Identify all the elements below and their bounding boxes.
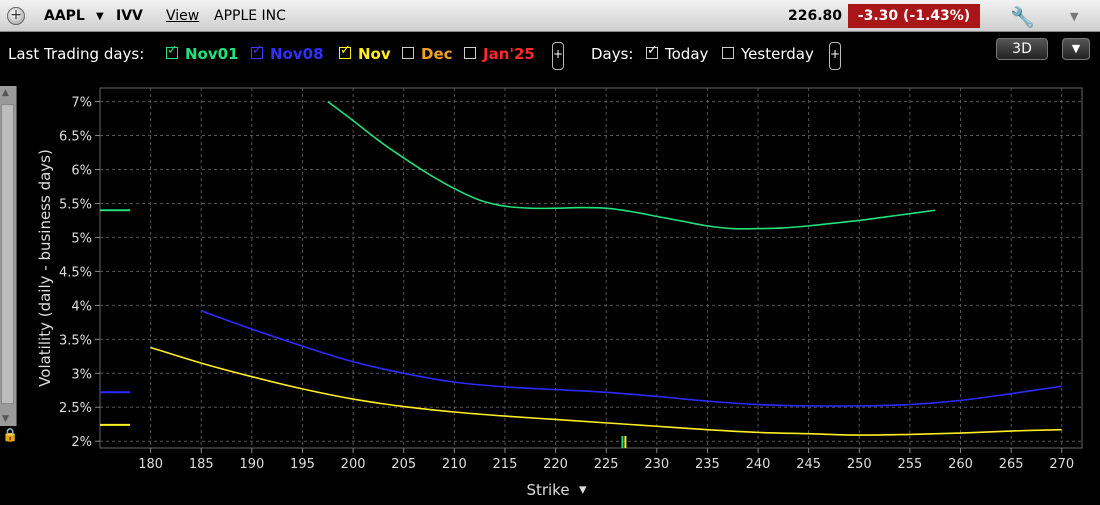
title-bar: + AAPL ▼ IVV View APPLE INC 226.80 -3.30… (0, 0, 1100, 32)
y-tick-label: 3.5% (59, 333, 92, 348)
days-checkbox-today[interactable] (646, 43, 658, 59)
series-checkbox-nov[interactable] (339, 43, 351, 59)
add-day-button[interactable]: + (829, 42, 841, 70)
x-tick-label: 185 (189, 457, 214, 472)
y-tick-label: 6.5% (59, 130, 92, 145)
y-tick-label: 5% (71, 231, 92, 246)
atm-markers (100, 209, 130, 426)
x-tick-label: 245 (796, 457, 821, 472)
x-tick-label: 265 (999, 457, 1024, 472)
x-tick-label: 180 (138, 457, 163, 472)
window-menu-icon[interactable]: + (7, 7, 25, 25)
grid (100, 88, 1082, 448)
x-tick-label: 235 (695, 457, 720, 472)
x-tick-label: 240 (746, 457, 771, 472)
y-tick-label: 7% (71, 96, 92, 111)
days-label: Days: (591, 45, 634, 63)
series-label-dec[interactable]: Dec (421, 45, 453, 63)
y-axis-ticks: 2% 2.5% 3% 3.5% 4% 4.5% 5% 5.5% 6% 6.5% 7% (59, 96, 100, 450)
price-marker-green (621, 436, 624, 448)
vertical-scrollbar[interactable]: ▲ ▼ (0, 86, 17, 426)
scrollbar-thumb[interactable] (1, 104, 14, 404)
x-tick-label: 210 (442, 457, 467, 472)
company-name: APPLE INC (214, 8, 286, 24)
current-price-marker (621, 436, 627, 448)
x-axis-title[interactable]: Strike (526, 481, 569, 499)
x-tick-label: 270 (1049, 457, 1074, 472)
days-checkbox-yesterday[interactable] (722, 47, 734, 59)
3d-button[interactable]: 3D (996, 38, 1048, 60)
series-label-nov[interactable]: Nov (358, 45, 391, 63)
y-tick-label: 2.5% (59, 401, 92, 416)
series-checkbox-nov01[interactable] (166, 43, 178, 59)
series-line-nov (150, 346, 1062, 436)
x-tick-label: 260 (948, 457, 973, 472)
view-menu[interactable]: View (166, 8, 200, 24)
series-checkbox-nov08[interactable] (251, 43, 263, 59)
symbol-dropdown-icon[interactable]: ▼ (96, 11, 104, 22)
window-dropdown-icon[interactable]: ▼ (1070, 10, 1079, 23)
y-tick-label: 4% (71, 299, 92, 314)
x-tick-label: 205 (391, 457, 416, 472)
y-tick-label: 6% (71, 164, 92, 179)
last-trading-days-label: Last Trading days: (8, 45, 145, 63)
series-line-nov08 (200, 310, 1062, 407)
series-checkbox-jan25[interactable] (464, 47, 476, 59)
days-label-today[interactable]: Today (665, 45, 709, 63)
y-axis-title: Volatility (daily - business days) (36, 149, 54, 387)
x-tick-label: 255 (897, 457, 922, 472)
series-label-jan25[interactable]: Jan'25 (483, 45, 535, 63)
x-tick-label: 220 (543, 457, 568, 472)
x-tick-label: 250 (847, 457, 872, 472)
price-change-badge: -3.30 (-1.43%) (848, 4, 980, 28)
series-label-nov01[interactable]: Nov01 (185, 45, 239, 63)
x-tick-label: 195 (290, 457, 315, 472)
y-tick-label: 3% (71, 367, 92, 382)
y-tick-label: 5.5% (59, 197, 92, 212)
x-tick-label: 200 (341, 457, 366, 472)
series-checkbox-dec[interactable] (402, 47, 414, 59)
plot-frame (99, 87, 1083, 449)
x-tick-label: 215 (493, 457, 518, 472)
last-price: 226.80 (787, 8, 842, 24)
scroll-down-icon[interactable]: ▼ (2, 414, 9, 424)
x-tick-label: 230 (644, 457, 669, 472)
tool-name: IVV (116, 8, 143, 24)
scroll-up-icon[interactable]: ▲ (2, 88, 9, 98)
series-line-nov01 (327, 100, 936, 230)
x-tick-label: 225 (594, 457, 619, 472)
price-marker-yellow (624, 436, 627, 448)
series-lines (150, 100, 1062, 436)
y-tick-label: 2% (71, 435, 92, 450)
add-series-button[interactable]: + (552, 42, 564, 70)
series-label-nov08[interactable]: Nov08 (270, 45, 324, 63)
symbol-selector[interactable]: AAPL (44, 8, 85, 24)
chart-menu-button[interactable]: ▼ (1062, 38, 1090, 60)
x-axis-ticks: 180 185 190 195 200 205 210 215 220 225 230 235 240 2… (138, 448, 1074, 472)
y-tick-label: 4.5% (59, 265, 92, 280)
days-label-yesterday[interactable]: Yesterday (741, 45, 814, 63)
x-axis-dropdown-icon[interactable]: ▾ (579, 480, 587, 498)
lock-icon[interactable]: 🔒 (2, 428, 19, 443)
wrench-icon[interactable]: 🔧 (1010, 5, 1035, 29)
x-tick-label: 190 (239, 457, 264, 472)
